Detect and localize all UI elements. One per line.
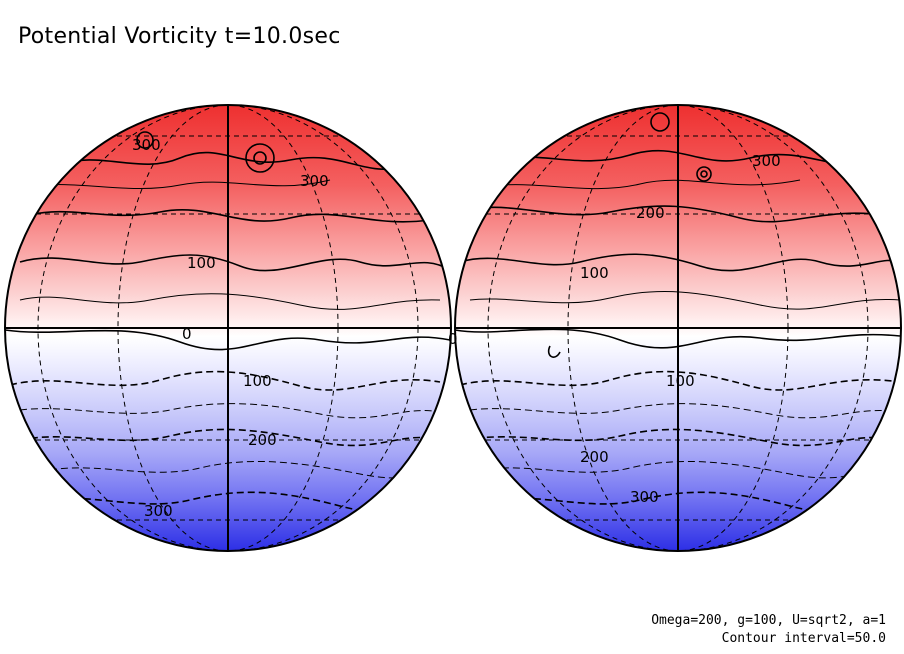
contour-label: 100	[243, 372, 272, 390]
contour-label: 100	[187, 254, 216, 272]
parameters-text: Omega=200, g=100, U=sqrt2, a=1	[651, 613, 886, 628]
right-globe-outline	[454, 104, 902, 552]
right-contour-labels: 300 200 100 0 100 200 300	[448, 152, 781, 506]
left-hemisphere: 300 300 100 0 100 200 300	[4, 104, 452, 552]
left-contour-labels: 300 300 100 0 100 200 300	[132, 136, 329, 520]
contour-interval-text: Contour interval=50.0	[721, 631, 886, 646]
right-contours	[455, 112, 901, 358]
contour-label: 300	[752, 152, 781, 170]
plot-title: Potential Vorticity t=10.0sec	[18, 24, 341, 49]
right-hemisphere: 300 200 100 0 100 200 300	[448, 104, 902, 552]
contour-label: 300	[144, 502, 173, 520]
left-globe-outline	[4, 104, 452, 552]
contour-label: 300	[630, 488, 659, 506]
contour-label: 200	[580, 448, 609, 466]
contour-label: 300	[300, 172, 329, 190]
contour-label: 200	[636, 204, 665, 222]
contour-label: 200	[248, 431, 277, 449]
contour-label: 0	[448, 330, 458, 348]
contour-label: 300	[132, 136, 161, 154]
contour-label: 100	[580, 264, 609, 282]
contour-label: 0	[182, 325, 192, 343]
contour-label: 100	[666, 372, 695, 390]
left-contours	[5, 131, 451, 351]
